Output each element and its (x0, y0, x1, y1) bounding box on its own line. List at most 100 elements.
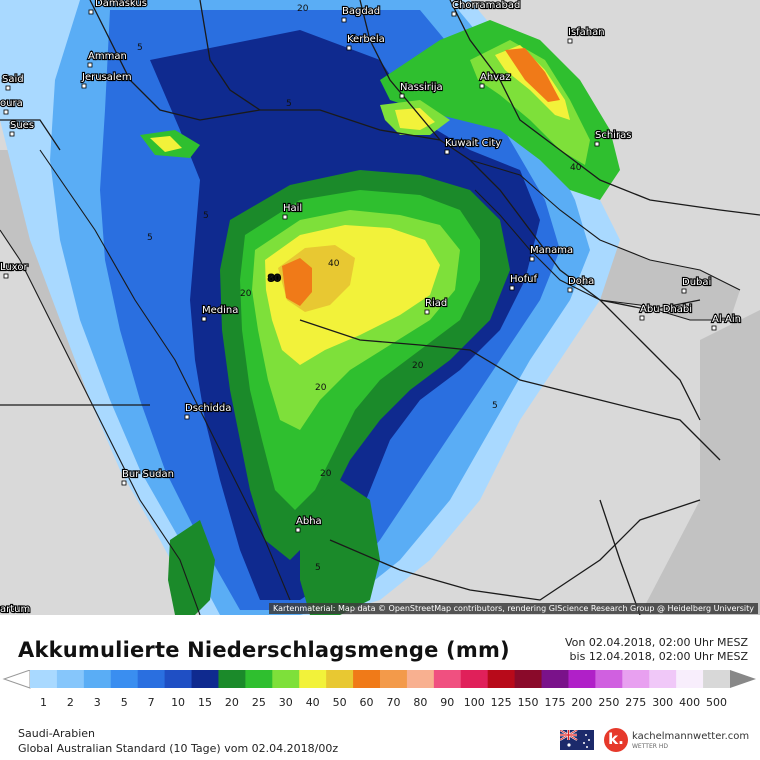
city-marker-icon (567, 38, 573, 44)
city-label: Hofuf (510, 274, 537, 285)
scale-swatch (703, 670, 731, 688)
scale-tick-label: 1 (40, 696, 47, 709)
map-canvas: Damaskus Bagdad Chorramabad Kerbela Isfahan A… (0, 0, 760, 615)
scale-arrow-right-icon (730, 670, 756, 688)
city-label: Chorramabad (452, 0, 520, 11)
legend-title: Akkumulierte Niederschlagsmenge (mm) (18, 638, 510, 662)
city-marker-icon (567, 287, 573, 293)
contour-label: 20 (320, 469, 332, 479)
scale-tick-label: 175 (545, 696, 566, 709)
contour-label: 5 (315, 563, 321, 573)
model-label: Global Australian Standard (10 Tage) vom… (18, 742, 339, 755)
city-marker-icon (594, 141, 600, 147)
contour-label: 5 (286, 99, 292, 109)
scale-swatch (218, 670, 246, 688)
scale-swatch (676, 670, 704, 688)
precip-40mm-jordan (150, 136, 182, 152)
city-label: Sues (10, 120, 34, 131)
city-label: Dschidda (185, 403, 231, 414)
scale-tick-label: 70 (386, 696, 400, 709)
contour-label: 5 (137, 43, 143, 53)
scale-swatch (326, 670, 354, 688)
city-label: Schiras (595, 130, 631, 141)
city-label: Amman (88, 51, 127, 62)
scale-swatch (56, 670, 85, 688)
city-label: Said (2, 74, 24, 85)
contour-label: 80 (268, 274, 281, 284)
scale-swatch (380, 670, 408, 688)
precip-30mm-iran (470, 40, 590, 165)
scale-tick-label: 30 (279, 696, 293, 709)
city-marker-icon (346, 45, 352, 51)
city-label: Ahvaz (480, 72, 510, 83)
scale-swatch (541, 670, 569, 688)
scale-swatch (30, 670, 58, 688)
scale-swatch (299, 670, 327, 688)
map-attribution: Kartenmaterial: Map data © OpenStreetMap… (268, 603, 758, 614)
precip-40mm-iraq (395, 108, 435, 130)
scale-swatch (110, 670, 139, 688)
scale-swatch (433, 670, 462, 688)
scale-tick-label: 400 (679, 696, 700, 709)
city-marker-icon (88, 9, 94, 15)
city-marker-icon (121, 480, 127, 486)
scale-tick-label: 500 (706, 696, 727, 709)
scale-swatch (649, 670, 677, 688)
scale-swatch (595, 670, 623, 688)
contour-label: 40 (328, 259, 340, 269)
city-markers: Damaskus Bagdad Chorramabad Kerbela Isfahan A… (0, 0, 742, 615)
brand[interactable]: k. kachelmannwetter.com WETTER HD (559, 726, 760, 756)
contour-label: 5 (203, 211, 209, 221)
city-label: Riad (425, 298, 447, 309)
scale-swatch (353, 670, 381, 688)
city-label: Damaskus (95, 0, 147, 9)
contour-labels: 20 5 5 40 5 5 80 40 20 20 20 5 20 5 (137, 4, 582, 573)
scale-tick-label: 275 (625, 696, 646, 709)
scale-tick-label: 2 (67, 696, 74, 709)
scale-tick-label: 3 (94, 696, 101, 709)
city-marker-icon (341, 17, 347, 23)
scale-tick-label: 7 (148, 696, 155, 709)
city-marker-icon (479, 83, 485, 89)
period-info: Von 02.04.2018, 02:00 Uhr MESZ bis 12.04… (565, 636, 748, 664)
scale-swatch (272, 670, 300, 688)
color-scale: 1 2 3 5 7 10 15 20 25 30 40 50 60 70 80 90 100 125 150 175 2… (2, 670, 756, 709)
city-label: oura (0, 98, 23, 109)
city-marker-icon (681, 288, 687, 294)
city-marker-icon (5, 85, 11, 91)
scale-tick-label: 80 (413, 696, 427, 709)
precip-60mm (282, 258, 312, 306)
scale-swatch (487, 670, 516, 688)
city-label: Abha (296, 516, 322, 527)
period-from: Von 02.04.2018, 02:00 Uhr MESZ (564, 636, 748, 649)
scale-swatch (245, 670, 273, 688)
city-marker-icon (81, 83, 87, 89)
city-label: Dubai (682, 277, 711, 288)
contour-label: 5 (147, 233, 153, 243)
city-marker-icon (87, 62, 93, 68)
city-label: Kuwait City (445, 138, 501, 149)
city-label: Manama (530, 245, 573, 256)
city-marker-icon (639, 315, 645, 321)
precipitation-map[interactable]: Damaskus Bagdad Chorramabad Kerbela Isfahan A… (0, 0, 760, 615)
city-marker-icon (509, 285, 515, 291)
city-label: Doha (568, 276, 594, 287)
precip-20mm-sudan (168, 520, 215, 615)
city-marker-icon (529, 256, 535, 262)
scale-swatch (460, 670, 489, 688)
city-label: Bagdad (342, 6, 380, 17)
scale-swatch (406, 670, 435, 688)
scale-tick-label: 40 (306, 696, 320, 709)
contour-label: 20 (412, 361, 424, 371)
scale-tick-label: 300 (652, 696, 673, 709)
australia-flag-icon (559, 729, 594, 750)
contour-label: 20 (315, 383, 327, 393)
city-marker-icon (282, 214, 288, 220)
precip-25mm-iran (380, 20, 620, 200)
city-marker-icon (399, 93, 405, 99)
scale-tick-label: 200 (571, 696, 592, 709)
scale-tick-label: 20 (225, 696, 239, 709)
scale-tick-label: 25 (252, 696, 266, 709)
arabian-sea (640, 310, 760, 615)
city-label: Al-Ain (712, 314, 741, 325)
